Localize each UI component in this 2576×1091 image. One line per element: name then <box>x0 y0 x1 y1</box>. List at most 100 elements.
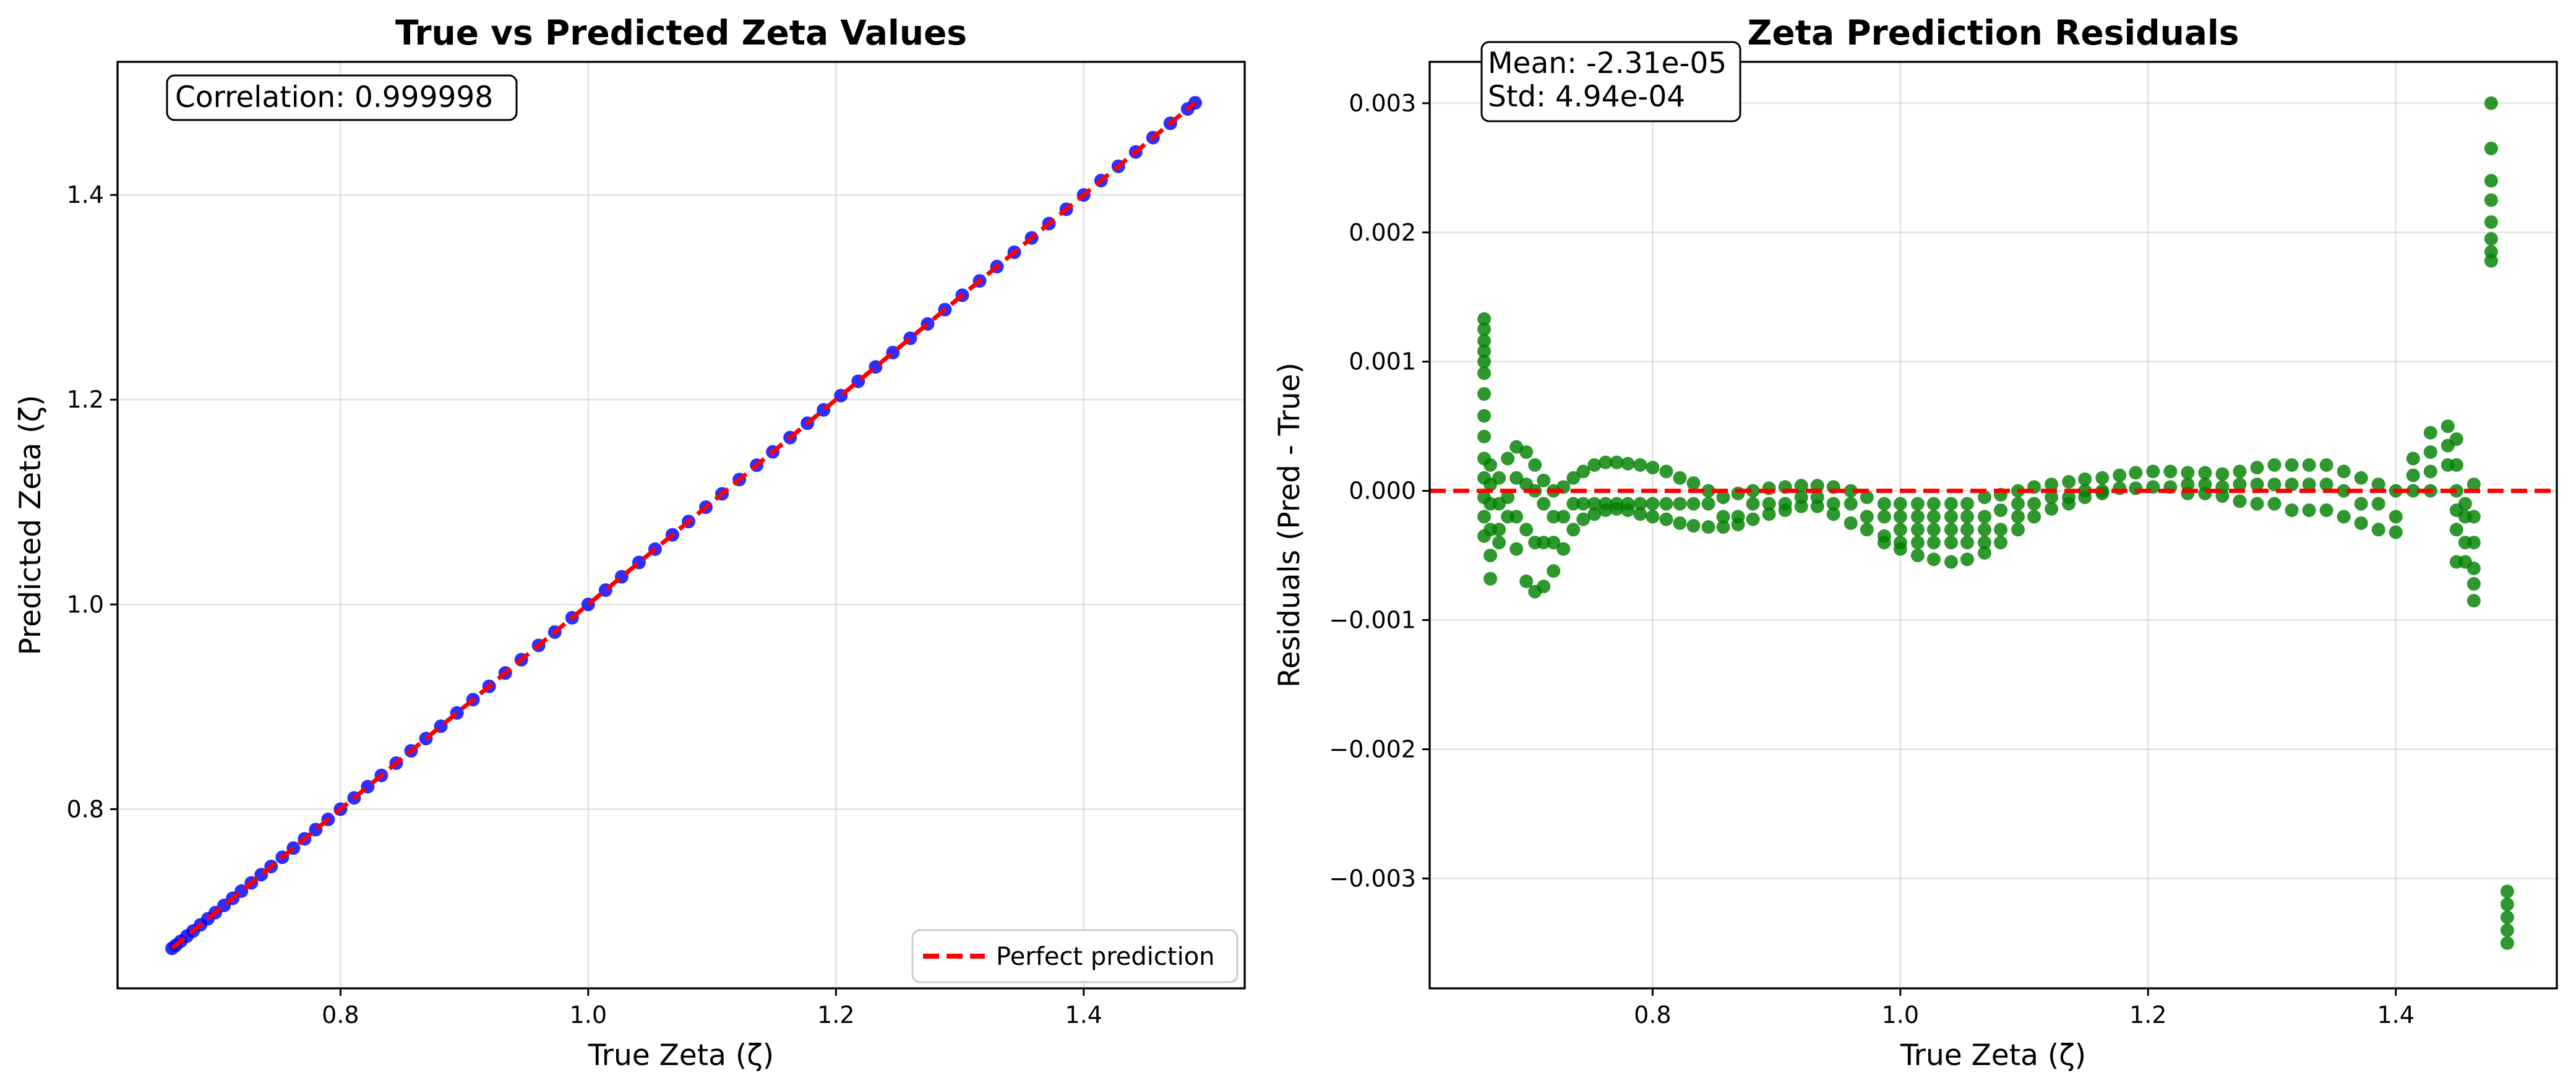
right-x-axis-label: True Zeta (ζ) <box>1900 1038 2086 1072</box>
right-data-point <box>2484 254 2498 268</box>
right-data-point <box>2467 594 2481 608</box>
right-data-point <box>2467 510 2481 524</box>
right-data-point <box>1762 497 1776 511</box>
right-data-point <box>1844 497 1858 511</box>
left-marks <box>165 96 1202 956</box>
right-data-point <box>2500 936 2514 950</box>
right-data-point <box>2215 467 2230 481</box>
right-data-point <box>1860 510 1874 524</box>
right-data-point <box>2458 497 2472 511</box>
right-data-point <box>2423 445 2437 459</box>
right-data-point <box>1501 490 1515 505</box>
right-data-point <box>2467 477 2481 492</box>
right-data-point <box>1501 451 1515 466</box>
right-data-point <box>1994 523 2008 537</box>
right-data-point <box>1547 564 1561 578</box>
right-data-point <box>1910 536 1925 550</box>
right-data-point <box>1960 536 1974 550</box>
right-data-point <box>1576 497 1591 511</box>
right-data-point <box>1910 510 1925 524</box>
left-x-tick-label: 1.2 <box>817 1001 854 1029</box>
right-data-point <box>2113 481 2127 495</box>
right-data-point <box>1477 344 1492 358</box>
right-chart: 0.8 1.0 1.2 1.4 0.003 0.002 0.001 0.000 −0.001 −0… <box>1273 13 2558 1072</box>
left-y-tick-label: 1.0 <box>67 591 104 618</box>
right-data-point <box>1762 507 1776 521</box>
right-data-point <box>2337 464 2351 479</box>
right-plot-area <box>1430 62 2557 988</box>
right-data-point <box>1977 536 1991 550</box>
left-y-tick-label: 1.4 <box>67 181 104 208</box>
stats-annotation: Mean: -2.31e-05 Std: 4.94e-04 <box>1480 41 1741 122</box>
right-data-point <box>2319 503 2333 517</box>
right-data-point <box>2267 497 2282 511</box>
right-data-point <box>1477 312 1492 326</box>
right-data-point <box>2406 484 2420 498</box>
right-data-point <box>2449 523 2463 537</box>
stats-box <box>1480 41 1741 122</box>
right-data-point <box>1944 523 1958 537</box>
right-data-point <box>2389 525 2403 539</box>
right-data-point <box>1659 464 1673 479</box>
right-data-point <box>1944 510 1958 524</box>
right-data-point <box>1673 516 1687 530</box>
left-x-tick-label: 1.0 <box>570 1001 607 1029</box>
right-x-tick-label: 1.0 <box>1882 1001 1919 1029</box>
right-data-point <box>1528 458 1542 472</box>
right-data-point <box>1587 507 1602 521</box>
left-x-tick-label: 1.4 <box>1065 1001 1102 1029</box>
right-data-point <box>1477 366 1492 380</box>
right-data-point <box>1673 497 1687 511</box>
right-data-point <box>1686 476 1701 490</box>
right-data-point <box>1877 497 1891 511</box>
right-data-point <box>2484 193 2498 207</box>
right-data-point <box>1477 334 1492 348</box>
right-data-point <box>2198 486 2212 500</box>
right-data-point <box>1556 542 1571 556</box>
right-data-point <box>1587 458 1602 472</box>
right-data-point <box>2406 451 2420 466</box>
right-data-point <box>1910 523 1925 537</box>
right-data-point <box>1944 555 1958 569</box>
right-data-point <box>1659 512 1673 526</box>
right-data-point <box>1960 497 1974 511</box>
right-data-point <box>2027 497 2041 511</box>
right-data-point <box>1621 503 1635 517</box>
right-data-point <box>2267 458 2282 472</box>
left-y-axis-label: Predicted Zeta (ζ) <box>14 395 48 655</box>
right-data-point <box>1519 445 1534 459</box>
right-ticks: 0.8 1.0 1.2 1.4 0.003 0.002 0.001 0.000 −0.001 −0… <box>1329 90 2415 1029</box>
right-y-tick-label: −0.003 <box>1329 865 1416 892</box>
right-data-point <box>2467 536 2481 550</box>
right-data-point <box>2233 477 2247 492</box>
right-data-point <box>2449 458 2463 472</box>
right-y-tick-label: −0.001 <box>1329 607 1416 634</box>
right-data-point <box>1877 536 1891 550</box>
right-data-point <box>1673 471 1687 485</box>
right-chart-title: Zeta Prediction Residuals <box>1747 13 2239 53</box>
right-data-point <box>1893 542 1907 556</box>
right-y-tick-label: 0.002 <box>1349 219 1416 246</box>
right-data-point <box>1701 484 1715 498</box>
right-data-point <box>2500 897 2514 912</box>
right-data-point <box>2484 215 2498 229</box>
left-x-tick-label: 0.8 <box>322 1001 359 1029</box>
right-data-point <box>1633 507 1647 521</box>
legend-box <box>911 929 1239 983</box>
left-ticks: 0.8 1.0 1.2 1.4 0.8 1.0 1.2 1.4 <box>67 181 1102 1029</box>
right-data-point <box>2423 464 2437 479</box>
right-data-point <box>2467 577 2481 591</box>
right-data-point <box>2319 458 2333 472</box>
right-data-point <box>2302 458 2316 472</box>
right-data-point <box>1633 497 1647 511</box>
right-data-point <box>1492 536 1506 550</box>
right-y-tick-label: 0.003 <box>1349 90 1416 117</box>
right-data-point <box>1547 510 1561 524</box>
right-data-point <box>1610 502 1624 516</box>
right-data-point <box>1977 510 1991 524</box>
right-data-point <box>1576 512 1591 526</box>
right-data-point <box>2062 497 2076 511</box>
right-data-point <box>2181 466 2195 480</box>
right-data-point <box>1483 458 1498 472</box>
